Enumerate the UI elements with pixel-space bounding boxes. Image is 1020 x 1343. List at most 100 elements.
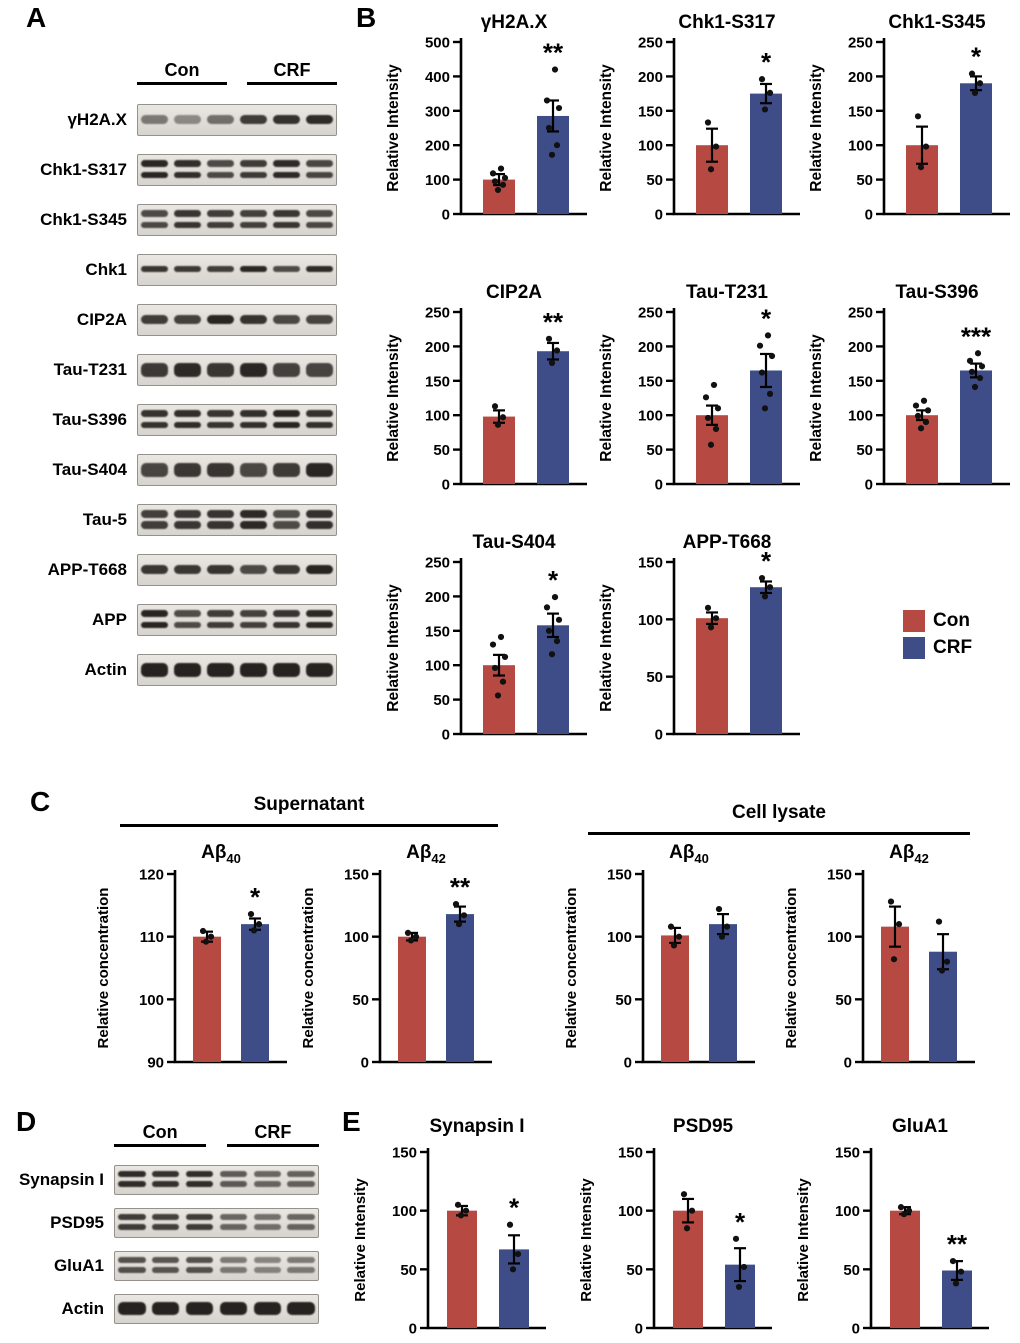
protein-band — [253, 1256, 281, 1263]
protein-band — [152, 1180, 180, 1188]
blot-strip — [137, 154, 337, 186]
protein-band — [141, 463, 168, 477]
data-point — [938, 967, 946, 974]
data-point — [675, 933, 683, 940]
protein-band — [118, 1302, 146, 1315]
chart-svg: Synapsin I Relative Intensity 0 50 100 150 * — [352, 1116, 546, 1338]
significance: * — [761, 47, 772, 77]
tick-label: 90 — [147, 1055, 164, 1072]
chart-psd95: PSD95 Relative Intensity 0 50 100 150 * — [578, 1112, 790, 1343]
tick-label: 100 — [425, 658, 450, 675]
data-point — [680, 1191, 688, 1198]
tick-label: 150 — [344, 867, 369, 884]
chart-title: Aβ40 — [201, 842, 241, 866]
protein-band — [219, 1223, 248, 1231]
protein-band — [287, 1266, 315, 1274]
data-point — [247, 911, 255, 918]
data-point — [718, 933, 726, 940]
tick-label: 150 — [618, 1145, 643, 1162]
data-point — [761, 593, 769, 600]
data-point — [199, 927, 207, 935]
tick-label: 100 — [848, 138, 873, 155]
protein-band — [207, 521, 234, 529]
protein-band — [141, 509, 168, 518]
chart-glua1: GluA1 Relative Intensity 0 50 100 150 ** — [795, 1112, 1007, 1343]
protein-band — [306, 521, 333, 529]
tick-label: 0 — [361, 1055, 369, 1072]
data-point — [887, 898, 895, 905]
chart-title: Chk1-S317 — [678, 12, 775, 33]
y-axis-label: Relative concentration — [300, 888, 317, 1049]
protein-band — [306, 421, 333, 429]
blot-row-label: Chk1-S345 — [40, 210, 127, 229]
chart-title: APP-T668 — [683, 532, 772, 553]
con-bar — [483, 665, 515, 734]
protein-band — [306, 210, 333, 217]
data-point — [922, 418, 930, 426]
data-point — [712, 425, 720, 433]
blot-row-label: Chk1 — [85, 260, 127, 279]
con-bar — [447, 1210, 477, 1328]
protein-band — [253, 1223, 281, 1231]
tick-label: 0 — [865, 477, 873, 494]
tick-label: 200 — [638, 69, 663, 86]
protein-band — [174, 663, 201, 677]
protein-band — [240, 621, 267, 629]
blot-row: GluA1 — [2, 1244, 319, 1287]
data-point — [404, 929, 412, 937]
blot-strip — [114, 1164, 319, 1195]
tick-label: 120 — [139, 867, 164, 884]
protein-band — [207, 115, 234, 125]
data-point — [756, 342, 764, 349]
chart-app-t668: APP-T668 Relative Intensity 0 50 100 150 * — [598, 528, 808, 769]
chart-svg: Aβ42 Relative concentration 0 50 100 150 — [783, 842, 975, 1072]
data-point — [707, 624, 715, 631]
panel-a-group-header: Con CRF — [137, 60, 337, 85]
protein-band — [273, 160, 300, 167]
axes — [861, 870, 975, 1064]
chart-tau-s404: Tau-S404 Relative Intensity 0 50 100 150 200 25… — [385, 528, 595, 769]
data-point — [905, 1207, 913, 1214]
data-point — [714, 405, 722, 412]
protein-band — [141, 410, 168, 417]
tick-label: 50 — [352, 992, 369, 1009]
tick-label: 50 — [843, 1262, 860, 1279]
protein-band — [219, 1180, 248, 1188]
cell-lysate-header: Cell lysate — [588, 802, 970, 835]
tick-label: 50 — [615, 992, 632, 1009]
protein-band — [185, 1180, 214, 1188]
protein-band — [240, 521, 267, 529]
tick-label: 110 — [140, 929, 164, 946]
data-point — [890, 956, 898, 963]
tick-label: 0 — [655, 207, 663, 224]
chart-supernatant-ab40: Aβ40 Relative concentration 90 100 110 120 * — [95, 838, 300, 1093]
crf-bar — [446, 914, 474, 1062]
protein-band — [273, 565, 300, 575]
protein-band — [240, 463, 267, 477]
chart-cip2a: CIP2A Relative Intensity 0 50 100 150 200 250 ** — [385, 278, 595, 519]
blot-row-label: APP-T668 — [47, 560, 127, 579]
data-point — [766, 89, 774, 97]
tick-label: 0 — [624, 1055, 632, 1072]
data-point — [968, 368, 976, 375]
tick-label: 100 — [425, 408, 450, 425]
tick-label: 0 — [442, 477, 450, 494]
crf-bar — [241, 924, 269, 1062]
protein-band — [207, 421, 234, 429]
crf-bar — [750, 93, 782, 214]
protein-band — [253, 1170, 281, 1177]
data-point — [758, 574, 766, 582]
data-point — [922, 143, 930, 150]
y-axis-label: Relative Intensity — [795, 1178, 812, 1302]
legend-item-con: Con — [903, 610, 972, 632]
blot-row: Actin — [2, 1287, 319, 1330]
protein-band — [141, 621, 168, 629]
data-point — [489, 170, 497, 177]
protein-band — [174, 509, 201, 518]
protein-band — [306, 363, 333, 377]
blot-strip — [137, 454, 337, 486]
protein-band — [253, 1180, 281, 1188]
protein-band — [141, 160, 168, 167]
protein-band — [273, 509, 300, 518]
protein-band — [219, 1302, 248, 1315]
